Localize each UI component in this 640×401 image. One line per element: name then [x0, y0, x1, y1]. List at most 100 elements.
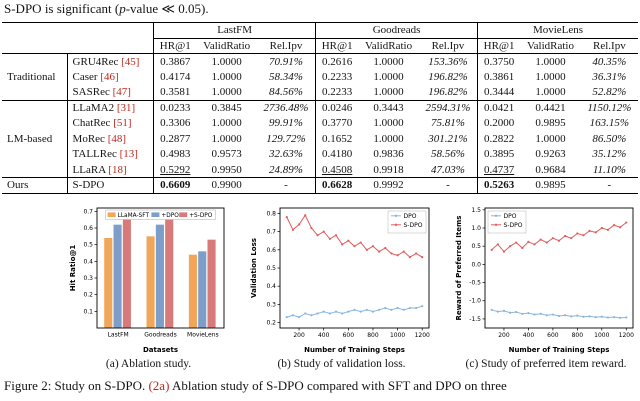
plot-border — [484, 207, 634, 328]
marker-DPO — [527, 311, 530, 314]
marker-S-DPO — [496, 242, 499, 245]
table-row: LLaRA [18] 0.5292 0.9950 24.89% 0.4508 0.9918… — [2, 162, 638, 178]
marker-S-DPO — [341, 242, 344, 245]
marker-S-DPO — [378, 250, 381, 253]
x-tick-label: 400 — [523, 332, 535, 339]
figure-ref-link[interactable]: (2a) — [148, 377, 170, 393]
metric-value: 58.56% — [418, 146, 478, 162]
citation-link[interactable]: [13] — [119, 148, 138, 161]
metric-value: 86.50% — [592, 132, 627, 145]
legend-swatch — [107, 211, 116, 217]
marker-DPO — [625, 315, 628, 319]
metric-value: 52.82% — [592, 86, 627, 98]
metric-value: 1.0000 — [535, 132, 566, 145]
marker-DPO — [490, 308, 493, 311]
col-header-hr1: HR@1 — [315, 38, 359, 54]
metric-value: 1.0000 — [373, 132, 404, 145]
legend-label: +S-DPO — [189, 212, 213, 218]
metric-value: 24.89% — [256, 162, 317, 178]
col-header-hr1: HR@1 — [477, 38, 521, 54]
metric-value: 2594.31% — [418, 99, 478, 116]
table-row: SASRec [47] 0.3581 1.0000 84.56% 0.2233 1.000… — [2, 84, 638, 100]
marker-DPO — [414, 306, 418, 309]
y-tick-label: 0.4 — [266, 283, 276, 290]
y-tick-label: 1.0 — [471, 225, 481, 232]
marker-DPO — [582, 315, 585, 318]
marker-DPO — [570, 314, 573, 317]
method-name: TALLRec [13] — [67, 146, 155, 162]
metric-value: 1.0000 — [211, 70, 242, 83]
marker-DPO — [496, 310, 499, 313]
marker-DPO — [606, 315, 610, 319]
x-tick-label: MovieLens — [187, 331, 219, 338]
table-row: Traditional GRU4Rec [45] 0.3867 1.0000 70.91… — [2, 53, 638, 100]
citation-link[interactable]: [18] — [108, 163, 127, 176]
metric-value: 0.9263 — [535, 148, 566, 161]
metric-value: 1.0000 — [373, 55, 404, 68]
paragraph-text: S-DPO is significant (p-value ≪ 0.05). — [2, 1, 638, 22]
marker-S-DPO — [285, 215, 288, 218]
metric-value: 0.1652 — [322, 132, 353, 145]
citation-link[interactable]: [51] — [113, 117, 132, 130]
metric-value: 0.3770 — [322, 117, 353, 130]
metric-value: 36.31% — [592, 70, 627, 83]
marker-S-DPO — [625, 220, 628, 224]
metric-value: 0.3895 — [483, 148, 515, 161]
y-axis-label: Validation Loss — [250, 238, 258, 298]
bar-+DPO — [113, 224, 122, 328]
subcaption-b: (b) Study of validation loss. — [277, 357, 406, 370]
metric-value: 11.10% — [592, 163, 626, 176]
y-tick-label: -0.5 — [469, 279, 481, 286]
method-name: LLaMA2 [31] — [67, 99, 155, 116]
metric-value: 1.0000 — [211, 55, 242, 68]
citation-link[interactable]: [31] — [116, 102, 136, 114]
x-tick-label: 200 — [498, 332, 510, 339]
marker-S-DPO — [619, 225, 622, 228]
chart-svg: -1.5 -1.0 -0.5 0.0 0.5 1.0 1.5 200 400 600 800 1000… — [455, 206, 634, 353]
figure-row: 0.1 0.2 0.3 0.4 0.5 0.6 0.7 LastFM Goodreads Movi… — [2, 203, 638, 370]
citation-link[interactable]: [45] — [121, 55, 140, 68]
marker-S-DPO — [600, 226, 603, 229]
metric-value: 0.4983 — [160, 148, 191, 161]
metric-value: - — [580, 177, 638, 193]
method-name: SASRec [47] — [67, 84, 155, 100]
citation-link[interactable]: [48] — [107, 132, 127, 145]
metric-value: 0.9992 — [358, 177, 419, 193]
metric-value: 1.0000 — [373, 70, 404, 83]
legend-box — [487, 210, 527, 233]
bar-+S-DPO — [122, 217, 131, 328]
metric-value: 1150.12% — [580, 99, 638, 116]
legend-label: S-DPO — [404, 222, 423, 229]
col-header-hr1: HR@1 — [153, 38, 197, 54]
citation-link[interactable]: [47] — [112, 86, 131, 98]
marker-DPO — [291, 313, 295, 316]
marker-S-DPO — [384, 246, 387, 249]
metric-value: 0.0421 — [477, 99, 521, 116]
row-group-label: Ours — [2, 177, 68, 193]
marker-DPO — [421, 304, 424, 307]
marker-S-DPO — [515, 240, 518, 244]
metric-value: 0.2822 — [483, 132, 515, 145]
table-row: Ours S-DPO 0.6609 0.9900-0.6628 0.9992-0.526… — [2, 177, 638, 193]
col-header-validratio: ValidRatio — [520, 38, 581, 54]
y-tick-label: -1.5 — [469, 315, 481, 322]
marker-S-DPO — [521, 246, 524, 249]
legend-box — [387, 210, 427, 233]
marker-DPO — [390, 308, 393, 311]
col-header-validratio: ValidRatio — [196, 38, 257, 54]
metric-value: 0.3306 — [160, 117, 191, 130]
citation-link[interactable]: [46] — [100, 70, 119, 83]
marker-DPO — [334, 310, 338, 313]
marker-DPO — [316, 311, 319, 315]
marker-S-DPO — [564, 234, 567, 237]
legend-box — [105, 209, 216, 220]
legend-marker — [494, 223, 498, 226]
metric-value: 75.81% — [418, 115, 478, 131]
plot-border — [96, 207, 225, 328]
y-tick-label: 0.4 — [83, 258, 93, 265]
metric-value: 0.3444 — [483, 86, 515, 98]
marker-S-DPO — [390, 251, 393, 255]
metric-value: 0.9918 — [373, 163, 404, 176]
y-tick-label: 0.5 — [471, 243, 481, 250]
